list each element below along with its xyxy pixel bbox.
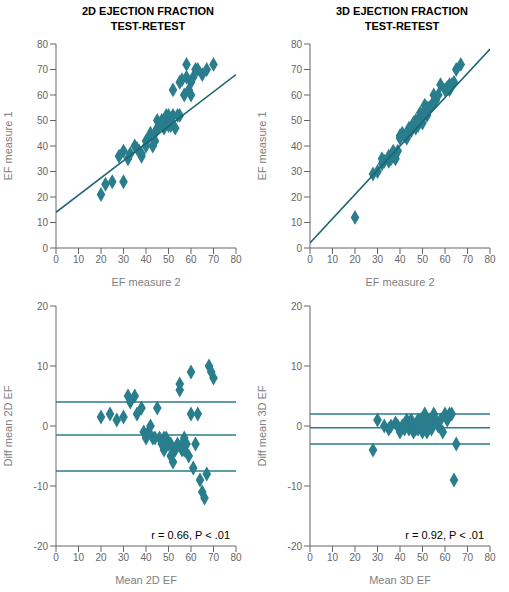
svg-text:70: 70 (291, 64, 303, 75)
svg-text:20: 20 (291, 301, 303, 312)
svg-text:60: 60 (439, 552, 451, 563)
svg-text:70: 70 (37, 64, 49, 75)
svg-text:30: 30 (118, 254, 130, 265)
svg-text:0: 0 (307, 254, 313, 265)
svg-text:0: 0 (296, 421, 302, 432)
svg-text:30: 30 (118, 552, 130, 563)
svg-text:80: 80 (291, 39, 303, 50)
svg-text:60: 60 (185, 552, 197, 563)
svg-text:30: 30 (291, 166, 303, 177)
svg-text:20: 20 (95, 254, 107, 265)
svg-text:10: 10 (37, 361, 49, 372)
svg-text:80: 80 (230, 254, 242, 265)
svg-text:0: 0 (307, 552, 313, 563)
svg-text:20: 20 (349, 254, 361, 265)
svg-text:10: 10 (327, 552, 339, 563)
html-text:r = 0.92, P < .01: r = 0.92, P < .01 (405, 529, 484, 541)
svg-text:50: 50 (163, 552, 175, 563)
svg-text:20: 20 (37, 192, 49, 203)
svg-text:60: 60 (37, 90, 49, 101)
svg-text:10: 10 (37, 217, 49, 228)
svg-text:0: 0 (53, 254, 59, 265)
svg-text:EF measure 2: EF measure 2 (365, 276, 434, 288)
svg-text:Mean 3D EF: Mean 3D EF (369, 574, 431, 586)
html-text:r = 0.66, P < .01: r = 0.66, P < .01 (151, 529, 230, 541)
svg-text:40: 40 (140, 552, 152, 563)
svg-text:40: 40 (37, 141, 49, 152)
svg-text:40: 40 (394, 254, 406, 265)
svg-text:40: 40 (291, 141, 303, 152)
svg-text:50: 50 (417, 254, 429, 265)
svg-text:0: 0 (53, 552, 59, 563)
svg-text:20: 20 (291, 192, 303, 203)
svg-text:EF measure 1: EF measure 1 (8, 111, 14, 180)
svg-text:50: 50 (417, 552, 429, 563)
svg-text:20: 20 (37, 301, 49, 312)
svg-text:-10: -10 (288, 481, 303, 492)
svg-text:70: 70 (462, 552, 474, 563)
svg-text:10: 10 (291, 217, 303, 228)
svg-text:-20: -20 (34, 541, 49, 552)
html-text:3D EJECTION FRACTION: 3D EJECTION FRACTION (336, 5, 468, 17)
svg-text:EF measure 1: EF measure 1 (256, 111, 268, 180)
svg-text:0: 0 (42, 421, 48, 432)
svg-text:50: 50 (291, 115, 303, 126)
svg-text:10: 10 (327, 254, 339, 265)
svg-text:10: 10 (73, 254, 85, 265)
svg-text:70: 70 (208, 254, 220, 265)
svg-text:50: 50 (37, 115, 49, 126)
svg-text:-20: -20 (288, 541, 303, 552)
svg-text:Diff mean 2D EF: Diff mean 2D EF (8, 385, 14, 466)
svg-text:30: 30 (372, 552, 384, 563)
svg-text:70: 70 (462, 254, 474, 265)
svg-text:40: 40 (140, 254, 152, 265)
svg-text:60: 60 (185, 254, 197, 265)
svg-text:60: 60 (291, 90, 303, 101)
svg-text:80: 80 (37, 39, 49, 50)
svg-text:20: 20 (349, 552, 361, 563)
svg-text:30: 30 (37, 166, 49, 177)
svg-text:80: 80 (484, 254, 496, 265)
svg-text:40: 40 (394, 552, 406, 563)
html-text:TEST-RETEST: TEST-RETEST (110, 20, 186, 32)
svg-text:60: 60 (439, 254, 451, 265)
svg-text:80: 80 (484, 552, 496, 563)
svg-text:10: 10 (73, 552, 85, 563)
svg-text:20: 20 (95, 552, 107, 563)
svg-text:10: 10 (291, 361, 303, 372)
svg-text:-10: -10 (34, 481, 49, 492)
svg-text:0: 0 (42, 243, 48, 254)
svg-text:70: 70 (208, 552, 220, 563)
svg-text:Diff mean 3D EF: Diff mean 3D EF (256, 385, 268, 466)
html-text:2D EJECTION FRACTION: 2D EJECTION FRACTION (82, 5, 214, 17)
html-text:TEST-RETEST: TEST-RETEST (364, 20, 440, 32)
svg-text:50: 50 (163, 254, 175, 265)
svg-text:30: 30 (372, 254, 384, 265)
svg-text:EF measure 2: EF measure 2 (111, 276, 180, 288)
svg-text:80: 80 (230, 552, 242, 563)
svg-text:0: 0 (296, 243, 302, 254)
svg-text:Mean 2D EF: Mean 2D EF (115, 574, 177, 586)
